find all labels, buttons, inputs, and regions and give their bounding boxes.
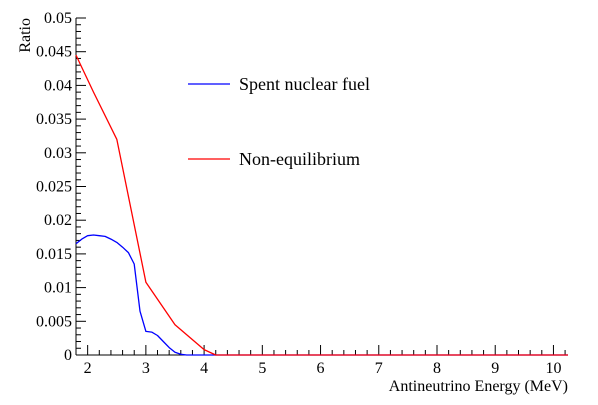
y-tick-label: 0 <box>64 347 72 364</box>
x-tick-label: 8 <box>433 360 441 377</box>
x-tick-label: 6 <box>317 360 325 377</box>
y-tick-label: 0.045 <box>36 44 72 61</box>
x-tick-label: 5 <box>258 360 266 377</box>
series-line-non-equilibrium <box>75 54 568 356</box>
y-tick-label: 0.015 <box>36 246 72 263</box>
y-tick-label: 0.03 <box>44 145 72 162</box>
y-tick-label: 0.01 <box>44 280 72 297</box>
x-tick-label: 2 <box>84 360 92 377</box>
y-tick-label: 0.04 <box>44 77 72 94</box>
x-axis-title: Antineutrino Energy (MeV) <box>389 378 568 395</box>
y-tick-label: 0.005 <box>36 313 72 330</box>
y-tick-label: 0.025 <box>36 179 72 196</box>
x-tick-label: 9 <box>491 360 499 377</box>
legend-label-spent-nuclear-fuel: Spent nuclear fuel <box>239 74 370 94</box>
legend-label-non-equilibrium: Non-equilibrium <box>239 149 360 169</box>
y-tick-label: 0.02 <box>44 212 72 229</box>
y-axis-title: Ratio <box>17 18 34 53</box>
x-tick-label: 4 <box>200 360 208 377</box>
x-tick-label: 3 <box>142 360 150 377</box>
series-line-spent-nuclear-fuel <box>75 234 568 356</box>
x-tick-label: 10 <box>545 360 561 377</box>
y-tick-label: 0.05 <box>44 10 72 27</box>
x-tick-label: 7 <box>375 360 383 377</box>
y-tick-label: 0.035 <box>36 111 72 128</box>
